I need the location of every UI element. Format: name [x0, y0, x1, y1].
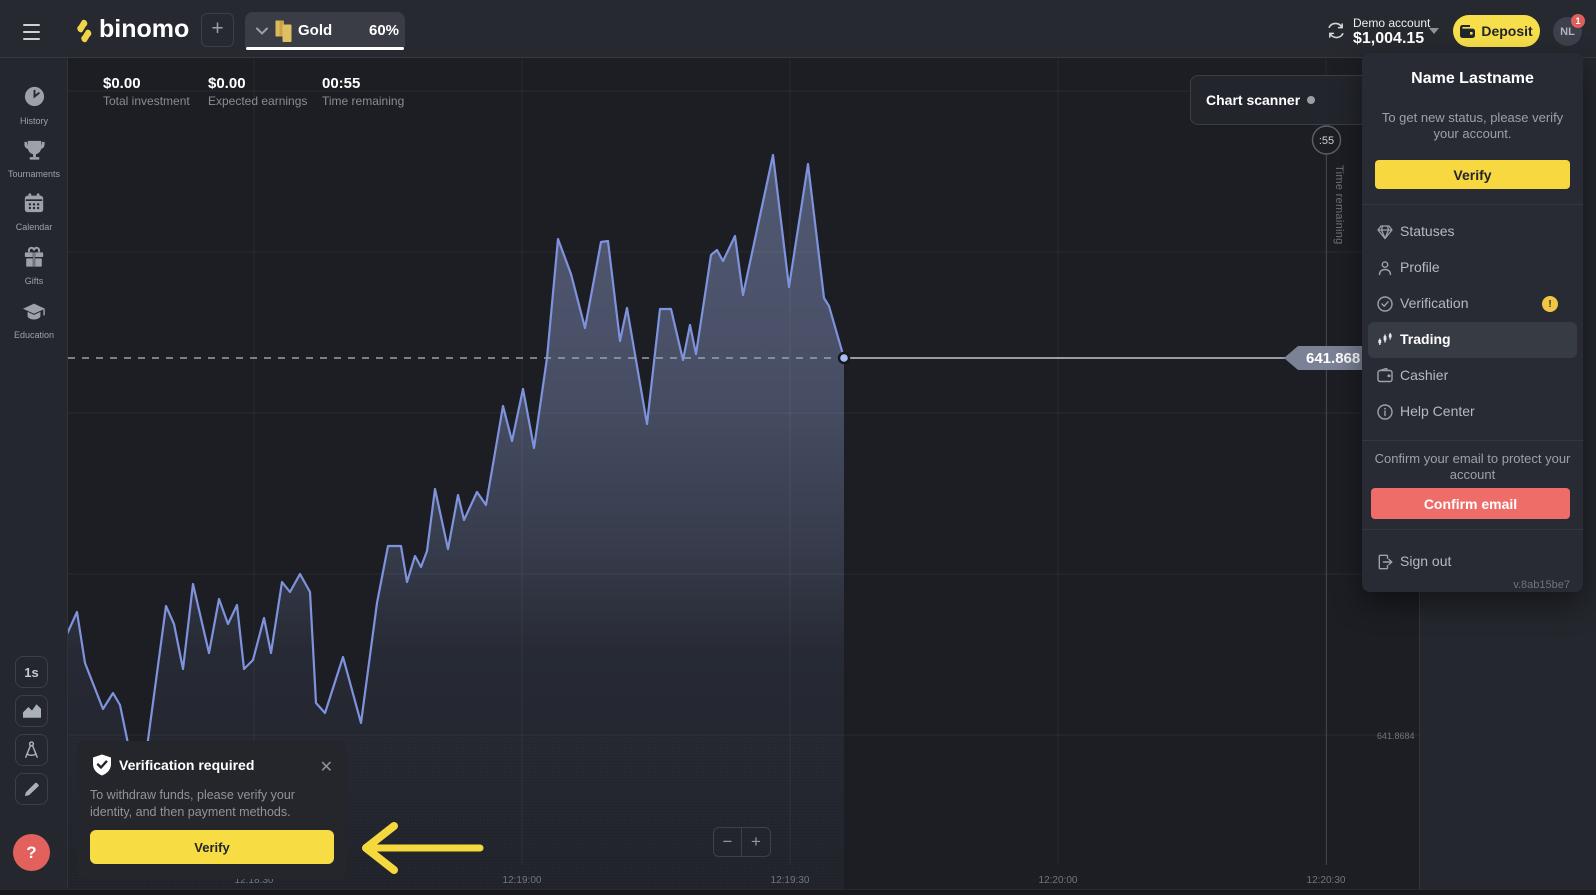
svg-text:641.868: 641.868	[1306, 350, 1360, 367]
svg-text::55: :55	[1319, 135, 1334, 147]
